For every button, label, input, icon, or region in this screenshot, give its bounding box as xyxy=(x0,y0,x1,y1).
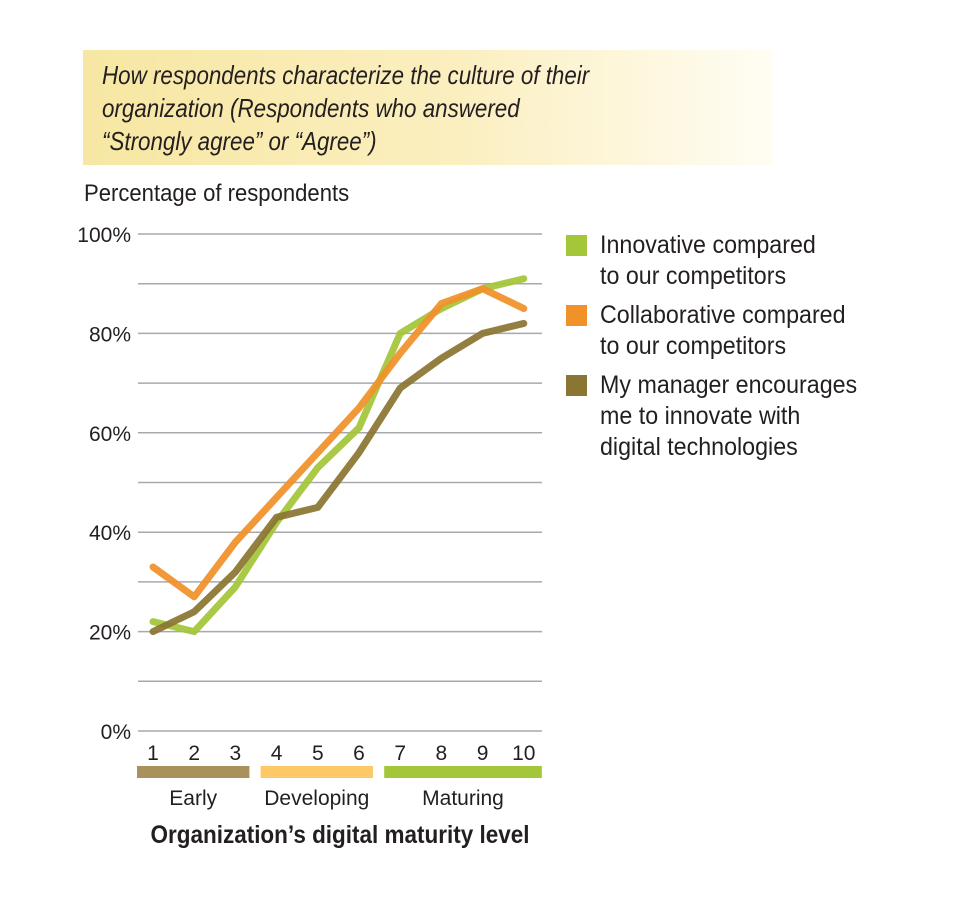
x-tick-labels: 1 2 3 4 5 6 7 8 9 10 xyxy=(147,742,535,765)
title-banner xyxy=(83,50,773,165)
x-tick-label: 9 xyxy=(477,742,489,765)
legend-item: Innovative compared to our competitors xyxy=(566,230,926,292)
y-tick-label: 60% xyxy=(89,423,131,446)
maturity-groups: Early Developing Maturing xyxy=(137,766,542,810)
series-line-3 xyxy=(149,319,528,636)
legend-swatch xyxy=(566,235,587,256)
y-tick-labels: 0% 20% 40% 60% 80% 100% xyxy=(77,224,131,744)
y-tick-label: 0% xyxy=(101,721,131,744)
x-tick-label: 2 xyxy=(188,742,200,765)
legend-swatch xyxy=(566,305,587,326)
y-axis-label: Percentage of respondents xyxy=(84,180,350,207)
legend-label: Collaborative compared to our competitor… xyxy=(600,301,846,360)
y-tick-label: 100% xyxy=(77,224,131,247)
x-tick-label: 8 xyxy=(436,742,448,765)
x-tick-label: 10 xyxy=(512,742,535,765)
y-tick-label: 20% xyxy=(89,622,131,645)
group-bar-early xyxy=(137,766,250,778)
legend: Innovative compared to our competitors Co… xyxy=(566,230,926,471)
series-line-2 xyxy=(149,285,528,601)
legend-item: Collaborative compared to our competitor… xyxy=(566,300,926,362)
x-tick-label: 6 xyxy=(353,742,365,765)
legend-swatch xyxy=(566,375,587,396)
y-tick-label: 40% xyxy=(89,522,131,545)
x-tick-label: 3 xyxy=(230,742,242,765)
group-bar-maturing xyxy=(384,766,542,778)
x-tick-label: 5 xyxy=(312,742,324,765)
group-bar-developing xyxy=(260,766,373,778)
legend-item: My manager encourages me to innovate wit… xyxy=(566,370,926,463)
y-tick-label: 80% xyxy=(89,323,131,346)
chart-title: How respondents characterize the culture… xyxy=(102,60,590,156)
x-axis-label: Organization’s digital maturity level xyxy=(151,821,530,849)
group-label-early: Early xyxy=(169,787,217,810)
group-label-maturing: Maturing xyxy=(422,787,504,810)
x-tick-label: 1 xyxy=(147,742,159,765)
legend-label: Innovative compared to our competitors xyxy=(600,231,816,290)
series-lines xyxy=(149,275,528,636)
group-label-developing: Developing xyxy=(264,787,369,810)
legend-label: My manager encourages me to innovate wit… xyxy=(600,371,858,461)
x-tick-label: 4 xyxy=(271,742,283,765)
x-tick-label: 7 xyxy=(394,742,406,765)
